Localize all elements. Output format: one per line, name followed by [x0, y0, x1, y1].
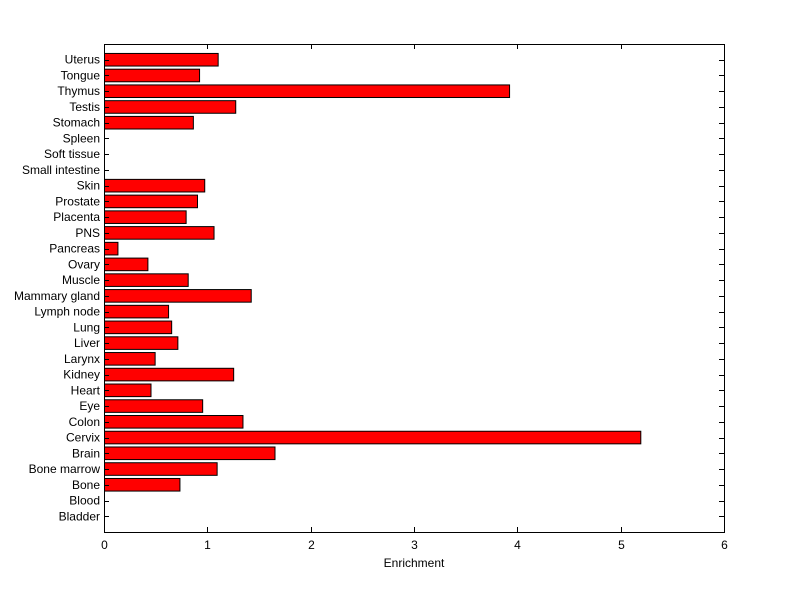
- bar-liver: [104, 336, 179, 350]
- bar-stomach: [104, 115, 194, 130]
- y-tick-label: Eye: [79, 399, 100, 413]
- y-tick-label: Spleen: [63, 131, 100, 145]
- bar-mammary-gland: [104, 289, 252, 303]
- x-tick-label: 5: [618, 538, 625, 552]
- y-tick-label: Lymph node: [34, 305, 100, 319]
- y-tick-label: Tongue: [61, 68, 101, 82]
- x-tick-label: 2: [308, 538, 315, 552]
- axis-ticks: [104, 44, 725, 532]
- bar-testis: [104, 100, 237, 114]
- bar-skin: [104, 178, 206, 193]
- y-tick-label: Bone: [72, 478, 100, 492]
- y-tick-label: Heart: [71, 383, 101, 397]
- y-tick-label: Lung: [73, 320, 100, 334]
- y-tick-label: Stomach: [53, 116, 100, 130]
- bar-pancreas: [104, 241, 119, 256]
- x-tick-label: 1: [204, 538, 211, 552]
- y-tick-label: Soft tissue: [44, 147, 100, 161]
- x-tick-label: 0: [101, 538, 108, 552]
- y-tick-label: Cervix: [66, 431, 100, 445]
- y-tick-label: PNS: [75, 226, 100, 240]
- bar-bone: [104, 477, 181, 492]
- y-tick-label: Testis: [69, 100, 100, 114]
- bar-bone-marrow: [104, 462, 218, 476]
- y-tick-label: Small intestine: [22, 163, 100, 177]
- bar-lung: [104, 320, 173, 335]
- y-tick-label: Colon: [69, 415, 100, 429]
- bar-colon: [104, 415, 244, 429]
- y-tick-label: Thymus: [57, 84, 100, 98]
- y-tick-label: Prostate: [55, 194, 100, 208]
- bar-ovary: [104, 257, 149, 272]
- y-tick-label: Bone marrow: [29, 462, 101, 476]
- x-tick-label: 3: [411, 538, 418, 552]
- bar-larynx: [104, 352, 156, 366]
- y-tick-label: Kidney: [63, 368, 100, 382]
- bar-tongue: [104, 68, 201, 83]
- y-tick-label: Mammary gland: [14, 289, 100, 303]
- bar-prostate: [104, 194, 198, 209]
- y-tick-label: Placenta: [53, 210, 100, 224]
- y-tick-label: Pancreas: [49, 242, 100, 256]
- bar-pns: [104, 226, 215, 240]
- y-tick-label: Ovary: [68, 257, 100, 271]
- x-axis-label: Enrichment: [384, 556, 445, 570]
- y-tick-label: Skin: [77, 179, 100, 193]
- y-tick-label: Larynx: [64, 352, 100, 366]
- y-tick-label: Bladder: [59, 509, 100, 523]
- bar-eye: [104, 399, 204, 413]
- y-tick-label: Liver: [74, 336, 100, 350]
- x-tick-labels: 0 1 2 3 4 5 6: [101, 538, 728, 552]
- bar-lymph-node: [104, 304, 170, 319]
- y-tick-label: Muscle: [62, 273, 100, 287]
- bars-group: [104, 52, 642, 492]
- bar-kidney: [104, 367, 235, 382]
- bar-cervix: [104, 430, 642, 445]
- bar-placenta: [104, 210, 187, 224]
- y-tick-label: Brain: [72, 446, 100, 460]
- x-tick-label: 6: [721, 538, 728, 552]
- bar-muscle: [104, 273, 189, 287]
- y-tick-label: Uterus: [65, 53, 100, 67]
- bar-brain: [104, 446, 276, 461]
- x-tick-label: 4: [514, 538, 521, 552]
- bar-heart: [104, 383, 152, 398]
- bar-thymus: [104, 84, 511, 99]
- bar-uterus: [104, 52, 219, 67]
- y-tick-label: Blood: [69, 494, 100, 508]
